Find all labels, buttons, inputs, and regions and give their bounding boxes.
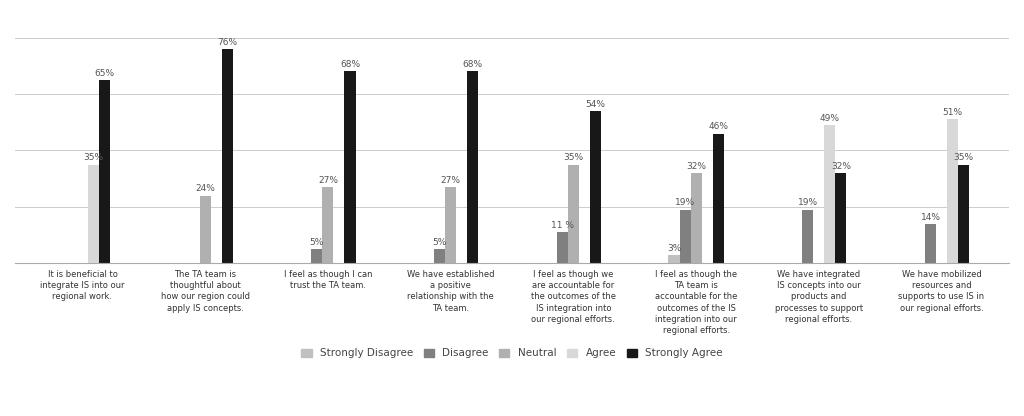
Text: 27%: 27% — [440, 176, 461, 185]
Text: 3%: 3% — [667, 244, 681, 253]
Bar — [925, 224, 936, 263]
Bar — [947, 119, 958, 263]
Bar — [323, 187, 334, 263]
Bar — [99, 80, 111, 263]
Bar — [467, 72, 478, 263]
Bar — [690, 173, 701, 263]
Text: 49%: 49% — [820, 114, 840, 123]
Bar — [344, 72, 355, 263]
Text: 32%: 32% — [686, 162, 707, 171]
Bar — [434, 249, 445, 263]
Bar — [958, 165, 969, 263]
Bar — [802, 210, 813, 263]
Bar — [680, 210, 690, 263]
Text: 5%: 5% — [432, 238, 446, 247]
Bar — [590, 111, 601, 263]
Text: 76%: 76% — [217, 37, 238, 47]
Text: 24%: 24% — [196, 184, 215, 193]
Bar — [713, 134, 724, 263]
Text: 51%: 51% — [942, 108, 963, 117]
Text: 65%: 65% — [94, 69, 115, 78]
Text: 14%: 14% — [921, 213, 940, 222]
Bar — [311, 249, 323, 263]
Text: 68%: 68% — [340, 60, 360, 69]
Bar — [557, 232, 568, 263]
Text: 11 %: 11 % — [551, 221, 573, 230]
Bar — [669, 255, 680, 263]
Text: 19%: 19% — [675, 198, 695, 208]
Bar — [88, 165, 99, 263]
Bar — [445, 187, 456, 263]
Legend: Strongly Disagree, Disagree, Neutral, Agree, Strongly Agree: Strongly Disagree, Disagree, Neutral, Ag… — [297, 344, 727, 362]
Text: 35%: 35% — [953, 154, 974, 162]
Text: 19%: 19% — [798, 198, 818, 208]
Text: 35%: 35% — [84, 154, 103, 162]
Text: 27%: 27% — [317, 176, 338, 185]
Text: 68%: 68% — [463, 60, 482, 69]
Bar — [568, 165, 579, 263]
Bar — [824, 125, 836, 263]
Bar — [200, 196, 211, 263]
Bar — [222, 49, 232, 263]
Text: 35%: 35% — [563, 154, 584, 162]
Text: 5%: 5% — [309, 238, 324, 247]
Text: 46%: 46% — [709, 122, 728, 131]
Text: 32%: 32% — [830, 162, 851, 171]
Bar — [836, 173, 847, 263]
Text: 54%: 54% — [586, 100, 605, 109]
